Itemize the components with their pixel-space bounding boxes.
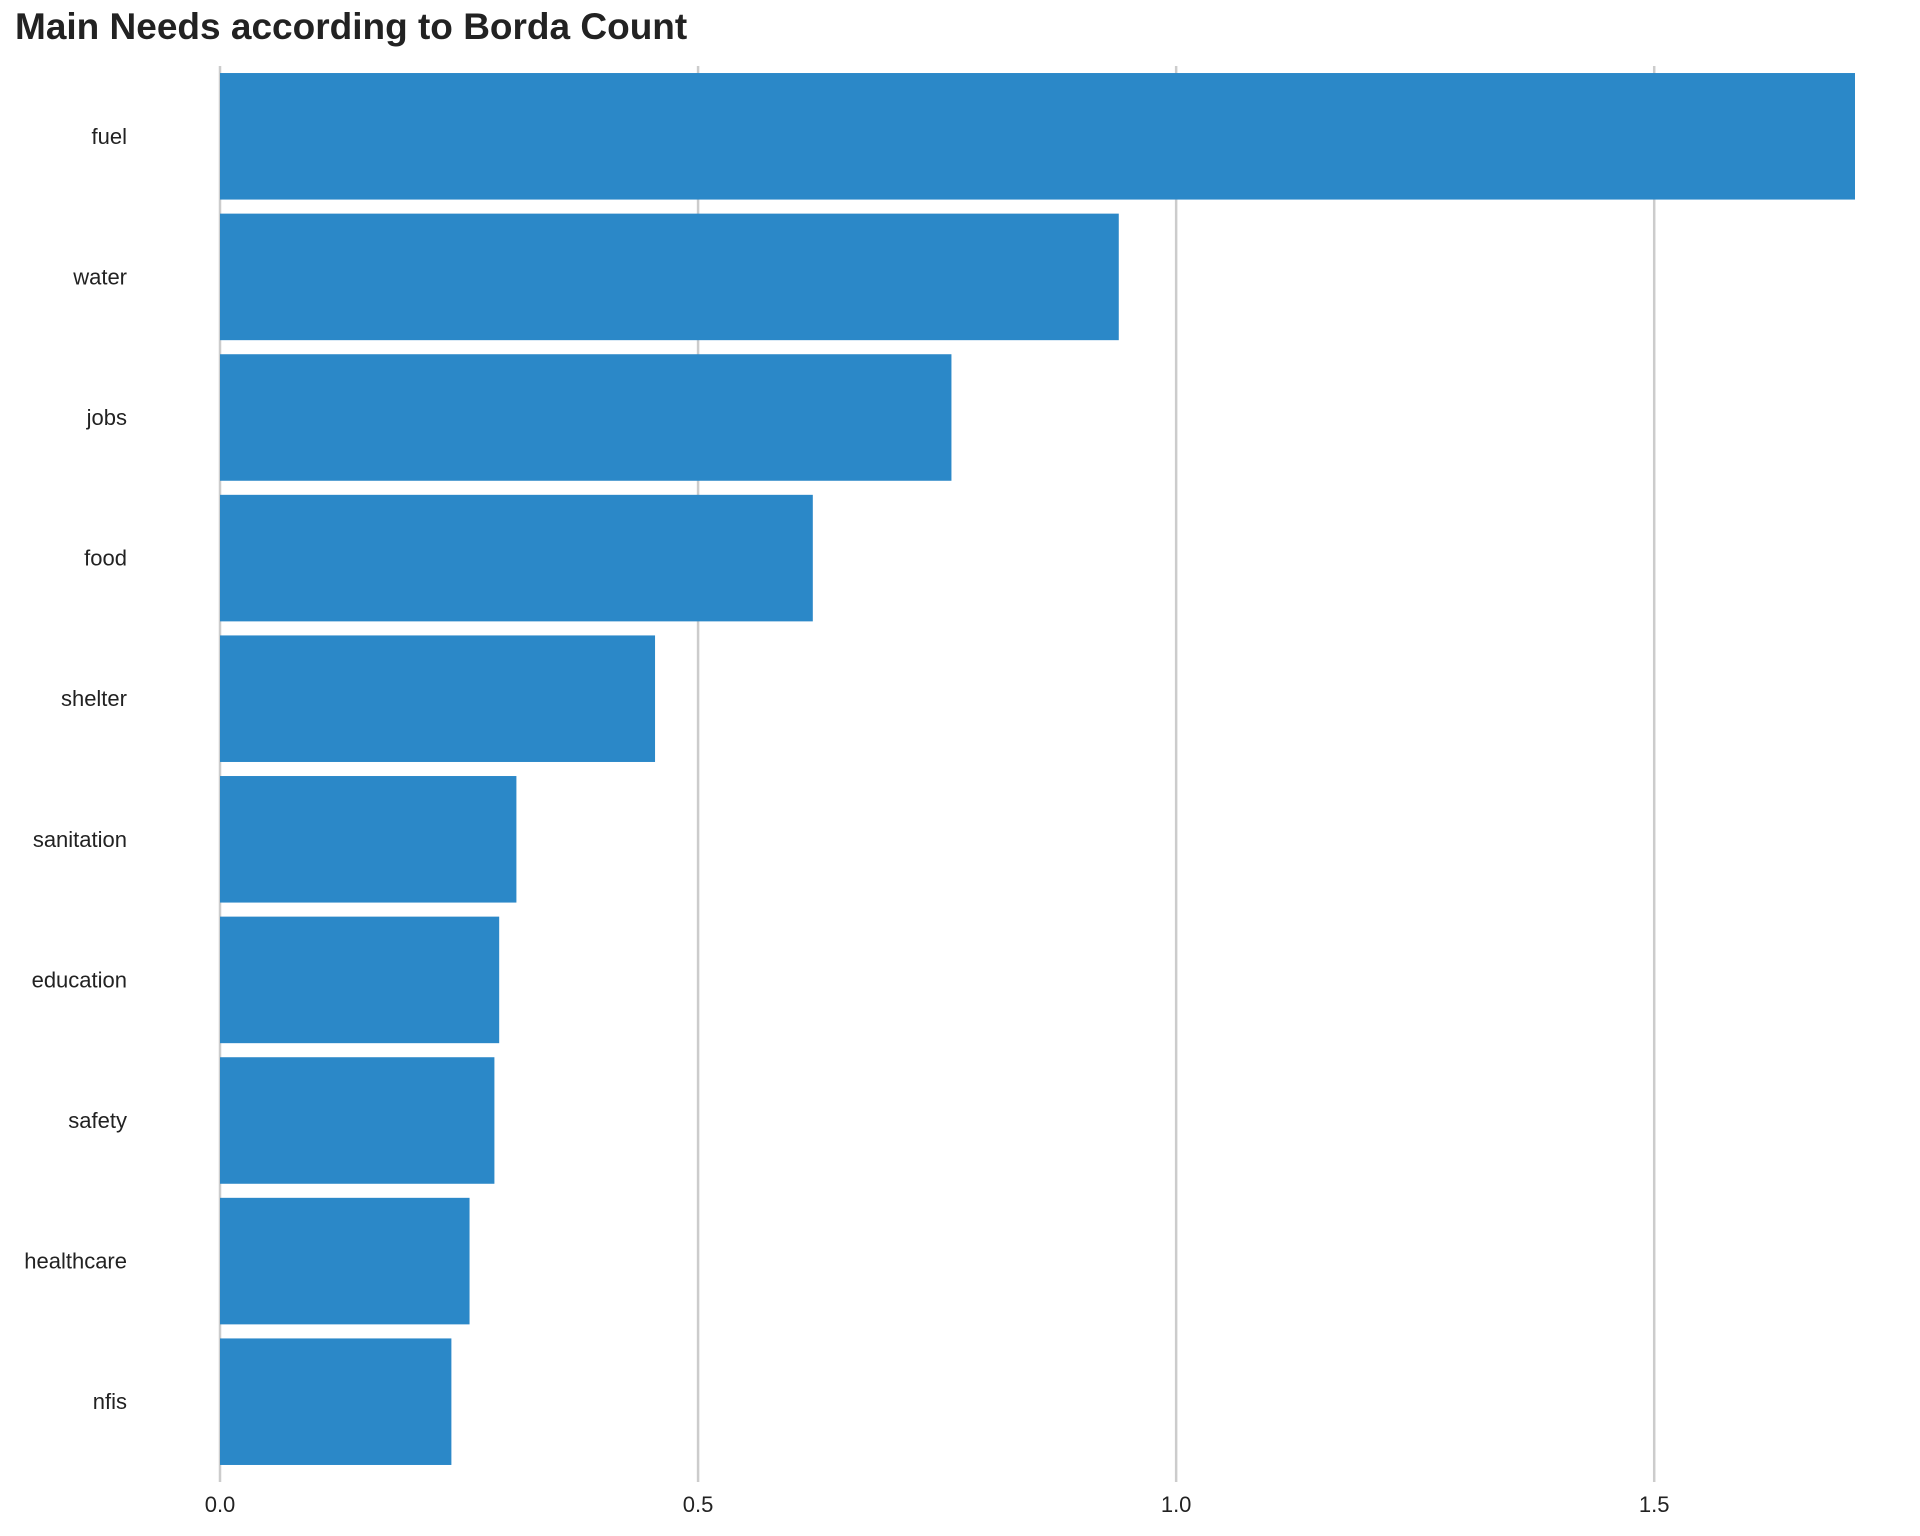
bar-nfis: [220, 1338, 452, 1465]
chart-title: Main Needs according to Borda Count: [15, 6, 688, 47]
bar-water: [220, 213, 1119, 341]
bar-sanitation: [220, 776, 517, 903]
bar-education: [220, 916, 500, 1044]
category-label-healthcare: healthcare: [24, 1249, 127, 1274]
x-tick-label-1-0: 1.0: [1161, 1492, 1192, 1517]
bar-healthcare: [220, 1197, 470, 1325]
category-label-fuel: fuel: [92, 124, 127, 149]
category-label-education: education: [32, 967, 127, 992]
x-tick-label-0-5: 0.5: [683, 1492, 714, 1517]
bar-jobs: [220, 354, 952, 481]
category-label-food: food: [84, 546, 127, 571]
bars: [220, 73, 1855, 1465]
bar-fuel: [220, 73, 1855, 200]
category-label-water: water: [72, 264, 127, 289]
category-labels: fuel water jobs food shelter sanitation educat…: [24, 124, 127, 1414]
category-label-safety: safety: [68, 1108, 127, 1133]
x-tick-label-0-0: 0.0: [205, 1492, 236, 1517]
category-label-sanitation: sanitation: [33, 827, 127, 852]
x-tick-label-1-5: 1.5: [1639, 1492, 1670, 1517]
category-label-shelter: shelter: [61, 686, 127, 711]
bar-food: [220, 494, 813, 622]
bar-safety: [220, 1057, 495, 1184]
category-label-nfis: nfis: [93, 1389, 127, 1414]
category-label-jobs: jobs: [86, 405, 127, 430]
bar-shelter: [220, 635, 656, 762]
x-tick-labels: 0.0 0.5 1.0 1.5: [205, 1492, 1670, 1517]
